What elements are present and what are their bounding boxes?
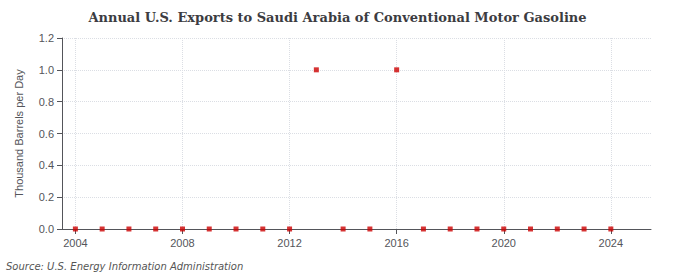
svg-text:1.2: 1.2: [39, 32, 54, 44]
svg-text:0.6: 0.6: [39, 128, 54, 140]
svg-text:2024: 2024: [599, 237, 623, 249]
svg-text:0.8: 0.8: [39, 96, 54, 108]
svg-text:0.0: 0.0: [39, 223, 54, 235]
svg-text:Source: U.S. Energy Informatio: Source: U.S. Energy Information Administ…: [6, 261, 243, 272]
svg-text:Thousand Barrels per Day: Thousand Barrels per Day: [13, 69, 25, 198]
svg-text:2016: 2016: [384, 237, 408, 249]
svg-text:0.2: 0.2: [39, 191, 54, 203]
svg-text:2012: 2012: [277, 237, 301, 249]
svg-text:1.0: 1.0: [39, 64, 54, 76]
svg-text:0.4: 0.4: [39, 159, 54, 171]
svg-text:2008: 2008: [170, 237, 194, 249]
svg-text:2004: 2004: [63, 237, 87, 249]
svg-text:2020: 2020: [492, 237, 516, 249]
svg-text:Annual U.S. Exports to Saudi A: Annual U.S. Exports to Saudi Arabia of C…: [87, 10, 586, 25]
